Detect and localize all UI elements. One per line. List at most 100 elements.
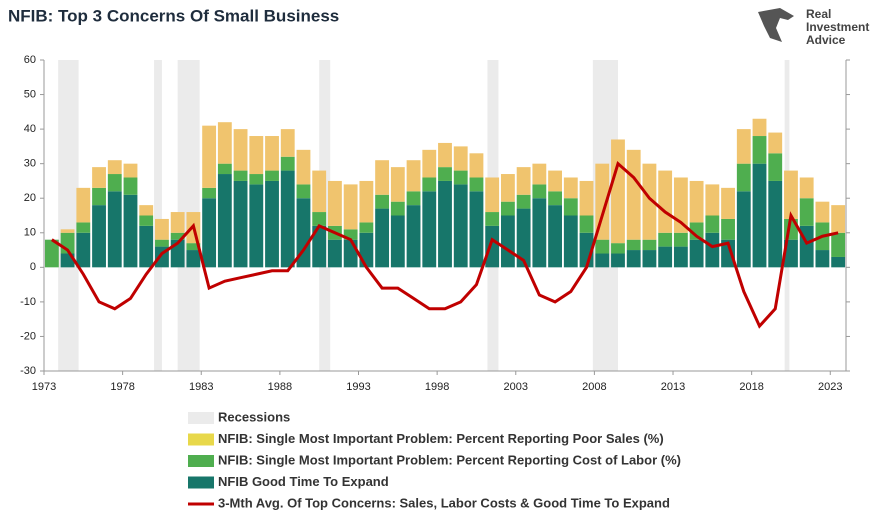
x-tick-label: 1983 bbox=[189, 381, 213, 393]
bar bbox=[831, 232, 846, 257]
bar bbox=[280, 129, 295, 157]
bar bbox=[799, 198, 814, 226]
bar bbox=[469, 153, 484, 178]
bar bbox=[831, 256, 846, 268]
bar bbox=[202, 125, 217, 188]
bar bbox=[406, 160, 421, 192]
bar bbox=[689, 239, 704, 268]
bar bbox=[265, 136, 279, 171]
y-tick-label: 20 bbox=[24, 192, 36, 204]
bar bbox=[359, 180, 374, 223]
brand-text: Real bbox=[806, 7, 831, 21]
bar bbox=[202, 187, 217, 199]
bar bbox=[469, 177, 484, 192]
bar bbox=[217, 174, 232, 268]
legend-label: NFIB Good Time To Expand bbox=[218, 474, 389, 489]
bar bbox=[626, 239, 641, 251]
x-tick-label: 1978 bbox=[110, 381, 134, 393]
bar bbox=[626, 250, 641, 268]
legend-swatch bbox=[188, 455, 214, 467]
bar bbox=[453, 170, 468, 185]
bar bbox=[390, 167, 405, 202]
bar bbox=[343, 184, 358, 230]
bar bbox=[752, 136, 767, 164]
y-tick-label: -20 bbox=[20, 330, 36, 342]
bar bbox=[611, 253, 625, 268]
bar bbox=[768, 132, 783, 154]
bar bbox=[595, 239, 610, 254]
bar bbox=[752, 118, 767, 137]
bar bbox=[626, 149, 641, 240]
legend-label: Recessions bbox=[218, 409, 290, 424]
bar bbox=[107, 174, 122, 192]
bar bbox=[76, 222, 91, 233]
bar bbox=[312, 212, 327, 226]
bar bbox=[784, 170, 798, 219]
recession bbox=[154, 60, 162, 371]
bar bbox=[500, 174, 515, 202]
chart-title: NFIB: Top 3 Concerns Of Small Business bbox=[8, 6, 339, 25]
bar bbox=[611, 139, 625, 244]
bar bbox=[343, 239, 358, 268]
bar bbox=[752, 163, 767, 268]
x-tick-label: 2013 bbox=[661, 381, 685, 393]
x-tick-label: 1998 bbox=[425, 381, 449, 393]
bar bbox=[249, 136, 264, 175]
bar bbox=[186, 250, 201, 268]
bar bbox=[721, 218, 735, 240]
bar bbox=[595, 163, 610, 240]
bar bbox=[673, 177, 688, 233]
y-tick-label: -30 bbox=[20, 365, 36, 377]
bar bbox=[280, 170, 295, 268]
bar bbox=[453, 184, 468, 268]
bar bbox=[642, 239, 657, 251]
legend-label: 3-Mth Avg. Of Top Concerns: Sales, Labor… bbox=[218, 495, 670, 510]
bar bbox=[217, 122, 232, 164]
bar bbox=[516, 208, 531, 268]
bar bbox=[107, 160, 122, 175]
bar bbox=[736, 129, 751, 164]
y-tick-label: 0 bbox=[30, 261, 36, 273]
bar bbox=[799, 177, 814, 199]
bar bbox=[139, 205, 154, 216]
bar bbox=[532, 184, 547, 199]
bar bbox=[406, 191, 421, 206]
bar bbox=[249, 184, 264, 268]
bar bbox=[375, 194, 390, 209]
bar bbox=[736, 163, 751, 192]
bar bbox=[658, 246, 673, 268]
x-tick-label: 2008 bbox=[582, 381, 606, 393]
bar bbox=[500, 201, 515, 216]
recession bbox=[58, 60, 79, 371]
bar bbox=[548, 170, 562, 192]
legend-label: NFIB: Single Most Important Problem: Per… bbox=[218, 431, 664, 446]
bar bbox=[500, 215, 515, 268]
bar bbox=[422, 149, 437, 178]
bar bbox=[170, 212, 185, 233]
bar bbox=[375, 160, 390, 195]
bar bbox=[107, 191, 122, 268]
bar bbox=[280, 156, 295, 171]
y-tick-label: 30 bbox=[24, 158, 36, 170]
bar bbox=[92, 167, 106, 188]
bar bbox=[233, 129, 248, 171]
bar bbox=[438, 142, 452, 168]
bar bbox=[328, 180, 342, 226]
bar bbox=[139, 215, 154, 226]
bar bbox=[516, 194, 531, 209]
bar bbox=[548, 191, 562, 206]
bar bbox=[390, 215, 405, 268]
bar bbox=[563, 198, 578, 216]
bar bbox=[390, 201, 405, 216]
bar bbox=[673, 246, 688, 268]
bar bbox=[438, 180, 452, 268]
logo-icon bbox=[758, 8, 794, 42]
bar bbox=[595, 253, 610, 268]
bar bbox=[296, 149, 311, 185]
bar bbox=[44, 239, 59, 268]
bar bbox=[186, 243, 201, 251]
bar bbox=[485, 225, 500, 268]
bar bbox=[139, 225, 154, 268]
x-tick-label: 1973 bbox=[32, 381, 56, 393]
bar bbox=[123, 194, 138, 268]
